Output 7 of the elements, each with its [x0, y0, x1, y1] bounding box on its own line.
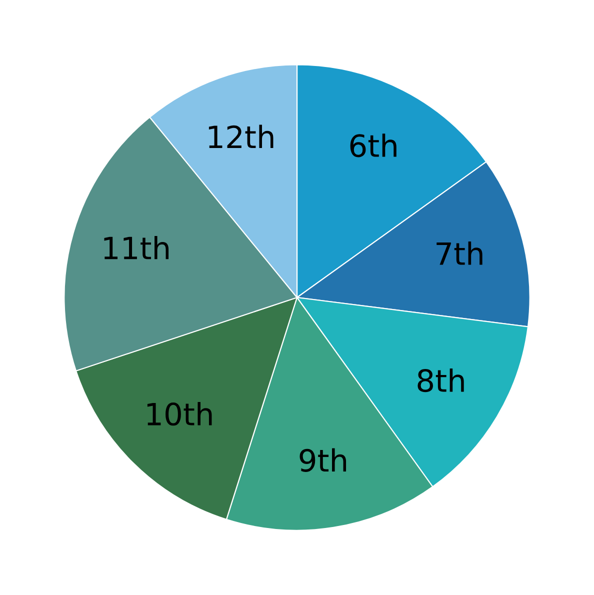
slice-label: 11th [104, 236, 169, 260]
slice-label: 9th [300, 448, 346, 472]
slice-label: 7th [436, 242, 482, 265]
slice-label: 10th [147, 402, 212, 426]
slice-label: 8th [418, 368, 464, 392]
slice-label: 12th [208, 124, 274, 148]
slice-label: 6th [350, 134, 396, 158]
